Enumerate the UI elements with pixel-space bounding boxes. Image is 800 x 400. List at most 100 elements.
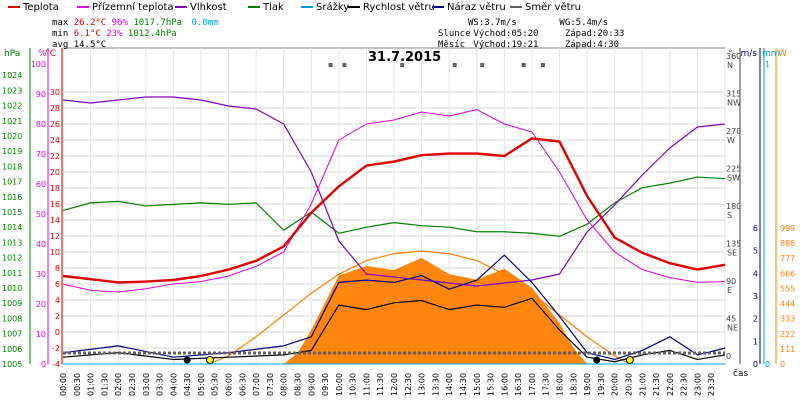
tick-temperature: 14 bbox=[50, 216, 60, 225]
tick-pressure: 1013 bbox=[2, 238, 22, 247]
tick-direction-name: SW bbox=[727, 174, 740, 183]
tick-x: 21:30 bbox=[652, 373, 661, 396]
legend-swatch bbox=[175, 6, 187, 8]
tick-wind: 0 bbox=[753, 360, 758, 369]
tick-direction: 45 bbox=[726, 315, 736, 324]
legend-label: Teplota bbox=[23, 2, 59, 13]
legend-item: Směr větru bbox=[510, 2, 581, 13]
tick-x: 20:30 bbox=[624, 373, 633, 396]
tick-solar: 333 bbox=[780, 315, 795, 324]
series-wind bbox=[62, 297, 726, 363]
tick-pressure: 1008 bbox=[2, 314, 22, 323]
legend-label: Rychlost větru bbox=[363, 2, 435, 13]
tick-pressure: 1021 bbox=[2, 117, 22, 126]
tick-pressure: 1024 bbox=[2, 71, 22, 80]
stats-sun: Slunce Východ:05:20 Západ:20:33 bbox=[438, 29, 624, 40]
legend-item: Srážky bbox=[301, 2, 349, 13]
tick-x: 16:30 bbox=[514, 373, 523, 396]
axis-label-rain: mm bbox=[762, 49, 780, 59]
tick-pressure: 1007 bbox=[2, 330, 22, 339]
tick-solar: 0 bbox=[780, 360, 785, 369]
stats-moon-set: Západ:4:30 bbox=[564, 40, 620, 50]
tick-direction-name: NW bbox=[727, 99, 741, 108]
tick-temperature: 30 bbox=[50, 88, 60, 97]
stats-avg-temp: 14.5°C bbox=[73, 40, 107, 50]
tick-solar: 777 bbox=[780, 254, 795, 263]
legend-item: Náraz větru bbox=[432, 2, 506, 13]
legend-swatch bbox=[432, 6, 444, 8]
stats-min-temp: 6.1°C bbox=[73, 29, 101, 39]
tick-x: 02:30 bbox=[128, 373, 137, 396]
tick-x: 12:30 bbox=[404, 373, 413, 396]
tick-x: 09:00 bbox=[307, 373, 316, 396]
tick-temperature: 10 bbox=[50, 248, 60, 257]
tick-direction-name: NE bbox=[727, 324, 738, 333]
legend-item: Vlhkost bbox=[175, 2, 227, 13]
stats-wind: WS:3.7m/s WG:5.4m/s bbox=[468, 18, 608, 29]
tick-solar: 555 bbox=[780, 284, 795, 293]
tick-direction: 315 bbox=[726, 90, 741, 99]
series-pressure bbox=[62, 176, 726, 237]
axis-label-solar: W bbox=[778, 49, 787, 59]
tick-x: 13:30 bbox=[431, 373, 440, 396]
tick-x: 12:00 bbox=[390, 373, 399, 396]
tick-x: 02:00 bbox=[114, 373, 123, 396]
stats-min-hum: 23% bbox=[106, 29, 123, 39]
tick-x: 00:30 bbox=[73, 373, 82, 396]
tick-x: 08:00 bbox=[280, 373, 289, 396]
stats-max: max 26.2°C 96% 1017.7hPa 0.0mm bbox=[52, 18, 219, 29]
tick-solar: 222 bbox=[780, 330, 795, 339]
legend-label: Vlhkost bbox=[190, 2, 227, 13]
tick-direction: 0 bbox=[726, 352, 731, 361]
tick-temperature: 12 bbox=[50, 232, 60, 241]
tick-x: 06:00 bbox=[225, 373, 234, 396]
tick-x: 09:30 bbox=[321, 373, 330, 396]
tick-humidity: 60 bbox=[36, 180, 46, 189]
tick-wind: 1 bbox=[753, 337, 758, 346]
tick-direction: 360 bbox=[726, 52, 741, 61]
tick-humidity: 80 bbox=[36, 120, 46, 129]
tick-x: 18:30 bbox=[569, 373, 578, 396]
tick-direction: 90 bbox=[726, 277, 736, 286]
tick-pressure: 1023 bbox=[2, 86, 22, 95]
tick-x: 19:30 bbox=[597, 373, 606, 396]
tick-pressure: 1017 bbox=[2, 178, 22, 187]
tick-x: 14:30 bbox=[459, 373, 468, 396]
tick-x: 04:00 bbox=[169, 373, 178, 396]
tick-x: 17:00 bbox=[528, 373, 537, 396]
sunset-icon bbox=[625, 356, 634, 364]
tick-temperature: 26 bbox=[50, 120, 60, 129]
stats-avg-label: avg bbox=[52, 40, 69, 50]
tick-temperature: -2 bbox=[52, 344, 60, 353]
stats-moon-rise: Východ:19:21 bbox=[473, 40, 539, 50]
legend-item: Rychlost větru bbox=[348, 2, 435, 13]
legend-swatch bbox=[301, 6, 313, 8]
tick-wind: 6 bbox=[753, 224, 758, 233]
tick-direction: 180 bbox=[726, 202, 741, 211]
legend-label: Směr větru bbox=[525, 2, 581, 13]
sunrise-icon bbox=[206, 356, 215, 364]
tick-direction: 225 bbox=[726, 165, 741, 174]
stats-sun-set: Západ:20:33 bbox=[564, 29, 625, 39]
tick-direction-name: N bbox=[727, 61, 733, 70]
series-temperature bbox=[62, 137, 726, 284]
tick-x: 08:30 bbox=[293, 373, 302, 396]
tick-x: 10:00 bbox=[335, 373, 344, 396]
tick-x: 01:00 bbox=[87, 373, 96, 396]
tick-wind: 4 bbox=[753, 269, 758, 278]
tick-humidity: 0 bbox=[41, 360, 46, 369]
legend-label: Náraz větru bbox=[447, 2, 506, 13]
tick-humidity: 50 bbox=[36, 210, 46, 219]
tick-x: 10:30 bbox=[349, 373, 358, 396]
tick-temperature: 28 bbox=[50, 104, 60, 113]
axis-label-pressure: hPa bbox=[4, 49, 20, 59]
chart-title: 31.7.2015 bbox=[368, 50, 442, 65]
tick-x: 15:00 bbox=[473, 373, 482, 396]
tick-pressure: 1005 bbox=[2, 360, 22, 369]
tick-direction: 135 bbox=[726, 240, 741, 249]
legend-swatch bbox=[8, 6, 20, 8]
stats-max-rain: 0.0mm bbox=[191, 18, 219, 28]
tick-direction-name: SE bbox=[727, 249, 737, 258]
tick-humidity: 90 bbox=[36, 90, 46, 99]
tick-x: 22:30 bbox=[680, 373, 689, 396]
